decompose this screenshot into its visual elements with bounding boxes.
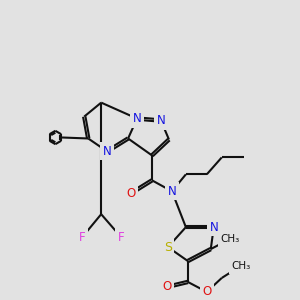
Text: F: F	[79, 231, 86, 244]
Text: O: O	[202, 285, 212, 298]
Text: F: F	[118, 231, 124, 244]
Text: S: S	[164, 241, 172, 254]
Text: N: N	[167, 185, 176, 198]
Text: CH₃: CH₃	[231, 261, 250, 271]
Text: CH₃: CH₃	[220, 234, 239, 244]
Text: N: N	[103, 145, 112, 158]
Text: N: N	[209, 221, 218, 234]
Text: O: O	[162, 280, 172, 293]
Text: N: N	[157, 114, 165, 127]
Text: N: N	[133, 112, 141, 125]
Text: O: O	[126, 187, 136, 200]
